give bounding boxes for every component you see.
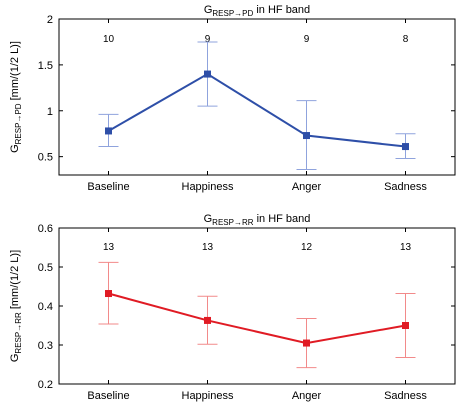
sample-count-label: 9: [205, 34, 211, 45]
chart-title: GRESP→PD in HF band: [204, 4, 310, 18]
sample-count-label: 10: [103, 34, 115, 45]
sample-count-label: 13: [103, 242, 115, 253]
x-tick-label: Anger: [292, 181, 322, 193]
y-tick-label: 0.5: [38, 262, 53, 274]
y-tick-label: 1.5: [38, 60, 53, 72]
series-line: [108, 292, 406, 345]
y-tick-label: 0.4: [38, 301, 53, 313]
data-point: [402, 143, 409, 151]
data-point: [303, 132, 310, 140]
x-tick-label: Baseline: [87, 390, 129, 402]
data-point: [402, 322, 409, 329]
y-tick-label: 1: [47, 106, 53, 118]
x-tick-label: Sadness: [384, 181, 427, 193]
y-tick-label: 0.5: [38, 152, 53, 164]
plot-frame: [58, 18, 456, 176]
sample-count-label: 12: [301, 242, 313, 253]
sample-count-label: 8: [403, 34, 409, 45]
x-tick-label: Baseline: [87, 181, 129, 193]
y-tick-label: 2: [47, 14, 53, 26]
x-tick-label: Happiness: [182, 181, 234, 193]
series-line: [108, 72, 406, 148]
data-point: [204, 70, 211, 78]
sample-count-label: 13: [202, 242, 214, 253]
y-tick-label: 0.3: [38, 340, 53, 352]
data-point: [204, 316, 211, 324]
y-tick-label: 0.6: [38, 223, 53, 235]
y-axis-label: GRESP→RR [mm/(1/2 L)]: [9, 250, 23, 362]
y-tick-label: 0.2: [38, 379, 53, 391]
plot-frame: [58, 227, 456, 385]
chart-panel-2: 0.2 0.3 0.4 0.5 0.6 Baseline Happiness Anger Sad…: [9, 213, 456, 402]
data-point: [105, 127, 112, 135]
x-tick-label: Anger: [292, 390, 322, 402]
sample-count-label: 13: [400, 242, 412, 253]
x-tick-label: Sadness: [384, 390, 427, 402]
data-point: [303, 339, 310, 347]
x-tick-label: Happiness: [182, 390, 234, 402]
data-point: [105, 290, 112, 298]
chart-panel-1: 0.5 1 1.5 2 Baseline Happiness Anger Sadness 10 9…: [9, 4, 456, 193]
sample-count-label: 9: [304, 34, 310, 45]
y-axis-label: GRESP→PD [mm/(1/2 L)]: [9, 41, 23, 153]
chart-title: GRESP→RR in HF band: [204, 213, 311, 227]
